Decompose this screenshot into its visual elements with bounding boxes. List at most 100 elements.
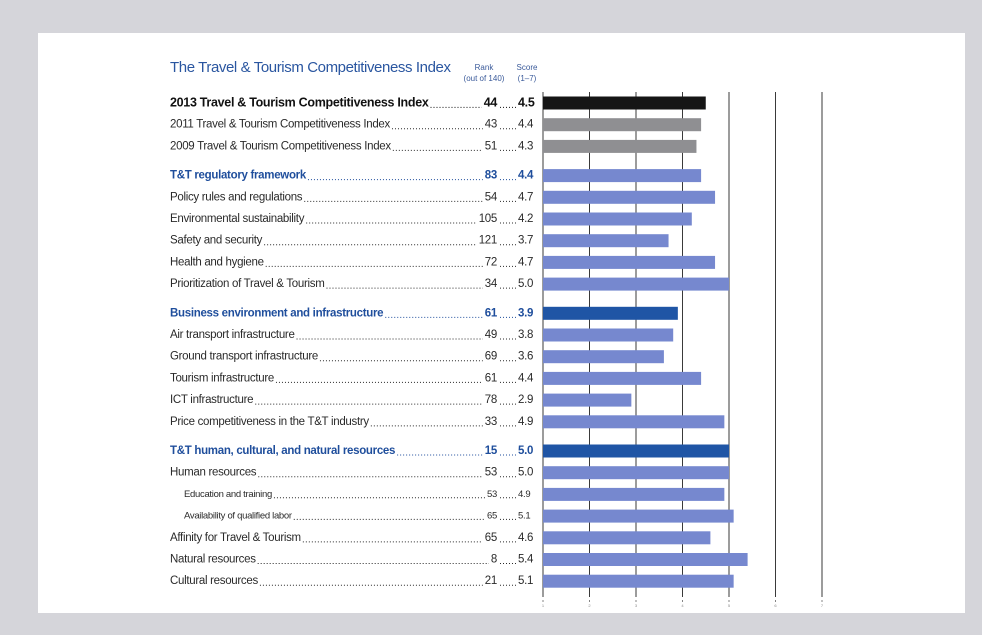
- row-label: 2013 Travel & Tourism Competitiveness In…: [170, 95, 429, 109]
- row-label: Prioritization of Travel & Tourism: [170, 278, 324, 290]
- score-label: 3.9: [518, 307, 533, 319]
- row-label: Education and training: [184, 489, 272, 500]
- row-label: 2009 Travel & Tourism Competitiveness In…: [170, 140, 391, 152]
- rank-label: 69: [485, 351, 497, 363]
- bar: [543, 328, 674, 342]
- score-label: 5.0: [518, 445, 533, 457]
- rank-label: 78: [485, 394, 497, 406]
- rank-label: 65: [485, 532, 497, 544]
- bar: [543, 234, 669, 248]
- score-label: 4.9: [518, 489, 530, 500]
- bar: [543, 118, 702, 132]
- bar: [543, 169, 702, 183]
- score-label: 5.1: [518, 511, 530, 522]
- rank-header: Rank: [475, 63, 495, 72]
- row-label: ICT infrastructure: [170, 394, 253, 406]
- row-label: Natural resources: [170, 554, 256, 566]
- score-label: 4.7: [518, 256, 533, 268]
- bar: [543, 574, 734, 588]
- rank-label: 44: [484, 95, 498, 109]
- row-label: Safety and security: [170, 235, 263, 247]
- rank-label: 51: [485, 140, 497, 152]
- score-label: 5.0: [518, 278, 533, 290]
- x-tick-label: 3: [635, 603, 638, 608]
- score-header: (1–7): [518, 74, 537, 83]
- score-label: 4.4: [518, 170, 534, 182]
- bar: [543, 277, 729, 291]
- score-label: 4.4: [518, 119, 534, 131]
- score-label: 4.7: [518, 191, 533, 203]
- bar: [543, 350, 664, 364]
- row-label: T&T human, cultural, and natural resourc…: [170, 445, 395, 457]
- x-tick-label: 1: [542, 603, 545, 608]
- rank-label: 72: [485, 256, 497, 268]
- rank-label: 65: [487, 511, 497, 522]
- x-tick-label: 6: [774, 603, 777, 608]
- x-tick-label: 2: [588, 603, 591, 608]
- bar: [543, 393, 632, 407]
- bar: [543, 371, 702, 385]
- bar: [543, 212, 692, 226]
- panel: [38, 33, 965, 613]
- bar: [543, 415, 725, 429]
- x-tick-label: 4: [681, 603, 684, 608]
- score-label: 4.9: [518, 416, 533, 428]
- score-label: 5.4: [518, 554, 534, 566]
- score-header: Score: [517, 63, 538, 72]
- row-label: Environmental sustainability: [170, 213, 305, 225]
- chart-title: The Travel & Tourism Competitiveness Ind…: [170, 59, 451, 76]
- row-label: Tourism infrastructure: [170, 372, 274, 384]
- row-label: Cultural resources: [170, 575, 258, 587]
- score-label: 2.9: [518, 394, 533, 406]
- rank-label: 61: [485, 307, 498, 319]
- bar: [543, 509, 734, 523]
- rank-label: 49: [485, 329, 497, 341]
- row-label: Availability of qualified labor: [184, 511, 292, 522]
- bar: [543, 96, 706, 110]
- rank-label: 53: [487, 489, 497, 500]
- bar: [543, 531, 711, 545]
- score-label: 3.8: [518, 329, 533, 341]
- row-label: 2011 Travel & Tourism Competitiveness In…: [170, 119, 391, 131]
- score-label: 4.3: [518, 140, 533, 152]
- score-label: 3.6: [518, 351, 533, 363]
- score-label: 3.7: [518, 235, 533, 247]
- score-label: 4.5: [518, 95, 535, 109]
- rank-label: 54: [485, 191, 498, 203]
- score-label: 4.4: [518, 372, 534, 384]
- rank-label: 34: [485, 278, 498, 290]
- rank-label: 21: [485, 575, 497, 587]
- rank-label: 15: [485, 445, 498, 457]
- rank-label: 33: [485, 416, 497, 428]
- rank-label: 43: [485, 119, 497, 131]
- rank-label: 53: [485, 467, 497, 479]
- bar: [543, 487, 725, 501]
- rank-label: 105: [479, 213, 497, 225]
- bar: [543, 190, 716, 204]
- score-label: 4.6: [518, 532, 533, 544]
- row-label: Health and hygiene: [170, 256, 264, 268]
- row-label: Air transport infrastructure: [170, 329, 295, 341]
- x-tick-label: 7: [821, 603, 824, 608]
- rank-label: 8: [491, 554, 497, 566]
- row-label: Policy rules and regulations: [170, 191, 303, 203]
- rank-label: 61: [485, 372, 497, 384]
- bar: [543, 255, 716, 269]
- row-label: Business environment and infrastructure: [170, 307, 383, 319]
- bar: [543, 139, 697, 153]
- rank-label: 121: [479, 235, 497, 247]
- bar: [543, 466, 729, 480]
- bar: [543, 306, 678, 320]
- rank-header: (out of 140): [464, 74, 505, 83]
- row-label: Human resources: [170, 467, 257, 479]
- score-label: 5.0: [518, 467, 533, 479]
- bar: [543, 553, 748, 566]
- score-label: 5.1: [518, 575, 533, 587]
- row-label: Ground transport infrastructure: [170, 351, 318, 363]
- row-label: T&T regulatory framework: [170, 170, 307, 182]
- x-tick-label: 5: [728, 603, 731, 608]
- row-label: Price competitiveness in the T&T industr…: [170, 416, 369, 428]
- bar: [543, 444, 729, 458]
